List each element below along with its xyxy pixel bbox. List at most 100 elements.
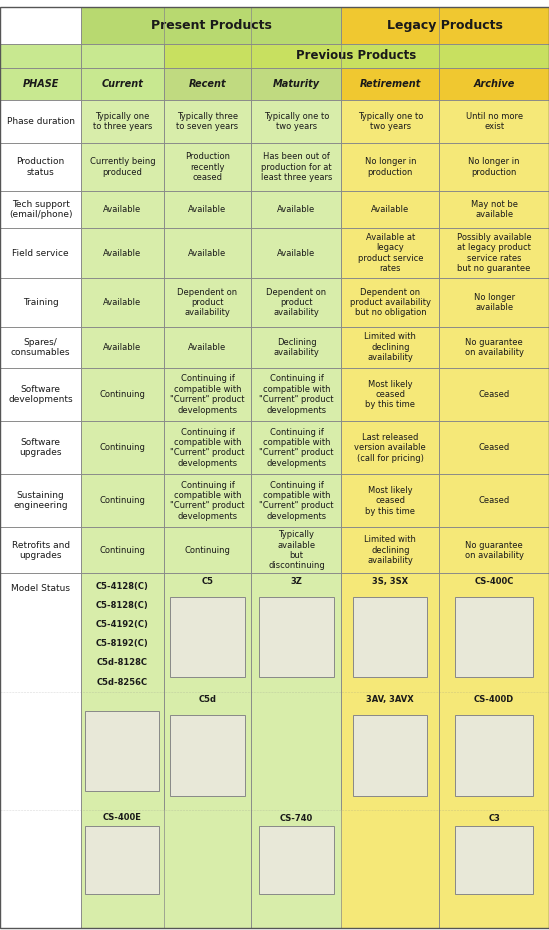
Text: Available: Available (103, 248, 142, 258)
Text: Previous Products: Previous Products (296, 49, 417, 62)
Text: Continuing: Continuing (99, 546, 145, 555)
Bar (260, 597, 334, 677)
Bar (251, 228, 341, 278)
Bar (341, 100, 439, 143)
Text: CS-400C: CS-400C (474, 577, 514, 586)
Bar (81, 228, 164, 278)
Bar (341, 278, 439, 326)
Text: Dependent on
product
availability: Dependent on product availability (177, 287, 238, 317)
Bar (439, 573, 549, 928)
Text: No longer
available: No longer available (474, 293, 514, 312)
Text: 3Z: 3Z (290, 577, 302, 586)
Text: C3: C3 (488, 814, 500, 822)
Bar (164, 368, 251, 421)
Text: No guarantee
on availability: No guarantee on availability (464, 338, 524, 357)
Text: Available: Available (103, 343, 142, 352)
Text: C5d-8256C: C5d-8256C (97, 678, 148, 686)
Bar (341, 573, 439, 928)
Bar (354, 597, 428, 677)
Bar (251, 474, 341, 527)
Text: No longer in
production: No longer in production (365, 157, 416, 177)
Bar (0, 527, 81, 573)
Text: Ceased: Ceased (479, 497, 509, 505)
Text: Most likely
ceased
by this time: Most likely ceased by this time (365, 485, 416, 516)
Text: Production
recently
ceased: Production recently ceased (185, 153, 230, 182)
Text: Continuing: Continuing (99, 497, 145, 505)
Bar (85, 826, 159, 894)
Text: Until no more
exist: Until no more exist (466, 112, 523, 131)
Bar (439, 474, 549, 527)
Bar (81, 573, 164, 928)
Bar (251, 573, 341, 928)
Bar (260, 826, 334, 894)
Bar (251, 527, 341, 573)
Text: Available: Available (103, 205, 142, 214)
Bar (164, 143, 251, 192)
Text: Continuing if
compatible with
"Current" product
developments: Continuing if compatible with "Current" … (170, 428, 245, 468)
Bar (0, 192, 81, 228)
Text: Available: Available (188, 248, 227, 258)
Bar (439, 68, 549, 100)
Text: C5d: C5d (199, 696, 216, 704)
Bar (164, 573, 251, 928)
Text: Continuing: Continuing (99, 390, 145, 399)
Text: Continuing if
compatible with
"Current" product
developments: Continuing if compatible with "Current" … (259, 481, 334, 521)
Text: CS-400E: CS-400E (103, 813, 142, 821)
Bar (81, 421, 164, 474)
Text: Typically three
to seven years: Typically three to seven years (176, 112, 239, 131)
Text: Model Status: Model Status (11, 584, 70, 593)
Bar (85, 711, 159, 790)
Text: C5-8192(C): C5-8192(C) (96, 639, 149, 648)
Bar (251, 278, 341, 326)
Bar (81, 100, 164, 143)
Bar (439, 100, 549, 143)
Bar (251, 68, 341, 100)
Bar (341, 68, 439, 100)
Text: Spares/
consumables: Spares/ consumables (11, 338, 70, 357)
Bar (354, 715, 428, 795)
Text: Field service: Field service (12, 248, 69, 258)
Text: Typically one
to three years: Typically one to three years (93, 112, 152, 131)
Text: Software
upgrades: Software upgrades (19, 438, 62, 458)
Bar (170, 715, 245, 795)
Bar (81, 143, 164, 192)
Text: No guarantee
on availability: No guarantee on availability (464, 540, 524, 560)
Text: Available: Available (188, 205, 227, 214)
Bar (164, 68, 251, 100)
Text: Limited with
declining
availability: Limited with declining availability (365, 332, 416, 362)
Text: Available: Available (188, 343, 227, 352)
Bar (341, 7, 549, 44)
Text: Phase duration: Phase duration (7, 117, 75, 126)
Text: 3AV, 3AVX: 3AV, 3AVX (367, 696, 414, 704)
Text: Ceased: Ceased (479, 443, 509, 452)
Bar (439, 368, 549, 421)
Text: Recent: Recent (189, 79, 226, 88)
Text: CS-740: CS-740 (280, 814, 313, 822)
Bar (164, 228, 251, 278)
Bar (439, 143, 549, 192)
Bar (251, 368, 341, 421)
Bar (170, 597, 245, 677)
Text: 3S, 3SX: 3S, 3SX (372, 577, 408, 586)
Bar (0, 368, 81, 421)
Text: Typically one to
two years: Typically one to two years (264, 112, 329, 131)
Text: Possibly available
at legacy product
service rates
but no guarantee: Possibly available at legacy product ser… (457, 232, 531, 273)
Bar (455, 715, 533, 795)
Text: C5-4128(C): C5-4128(C) (96, 582, 149, 591)
Bar (439, 278, 549, 326)
Text: C5-4192(C): C5-4192(C) (96, 620, 149, 630)
Bar (341, 228, 439, 278)
Bar (164, 192, 251, 228)
Bar (81, 68, 164, 100)
Text: Available at
legacy
product service
rates: Available at legacy product service rate… (357, 232, 423, 273)
Text: Sustaining
engineering: Sustaining engineering (13, 491, 68, 511)
Text: Archive: Archive (473, 79, 515, 88)
Text: Available: Available (277, 205, 316, 214)
Text: Present Products: Present Products (151, 19, 272, 32)
Text: Tech support
(email/phone): Tech support (email/phone) (9, 200, 72, 219)
Text: Current: Current (102, 79, 143, 88)
Bar (81, 527, 164, 573)
Text: Legacy Products: Legacy Products (387, 19, 503, 32)
Text: Training: Training (23, 299, 59, 307)
Bar (164, 527, 251, 573)
